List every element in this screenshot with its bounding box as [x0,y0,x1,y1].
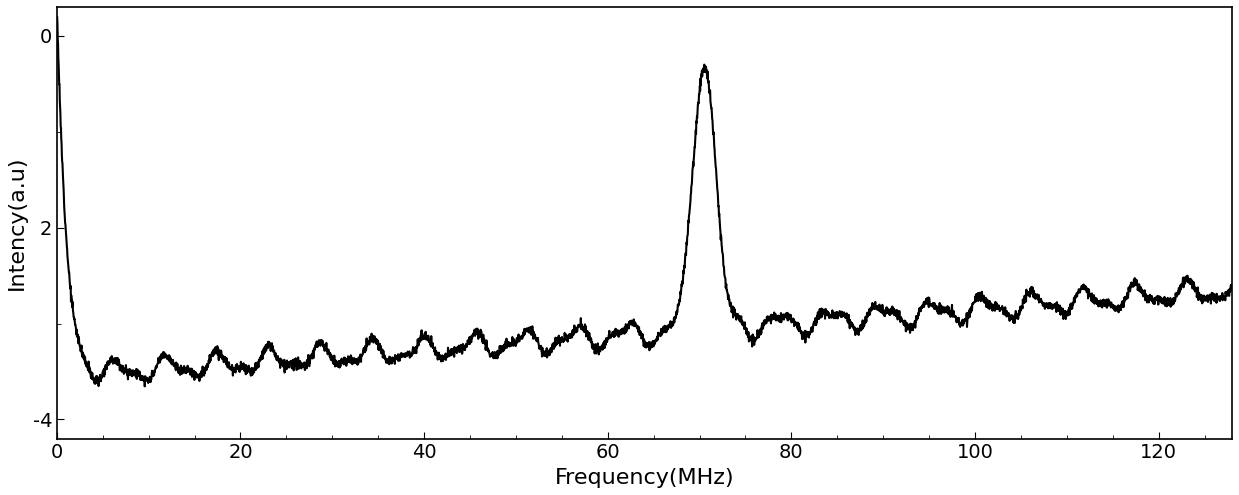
X-axis label: Frequency(MHz): Frequency(MHz) [555,468,735,488]
Y-axis label: Intency(a.u): Intency(a.u) [7,155,27,290]
